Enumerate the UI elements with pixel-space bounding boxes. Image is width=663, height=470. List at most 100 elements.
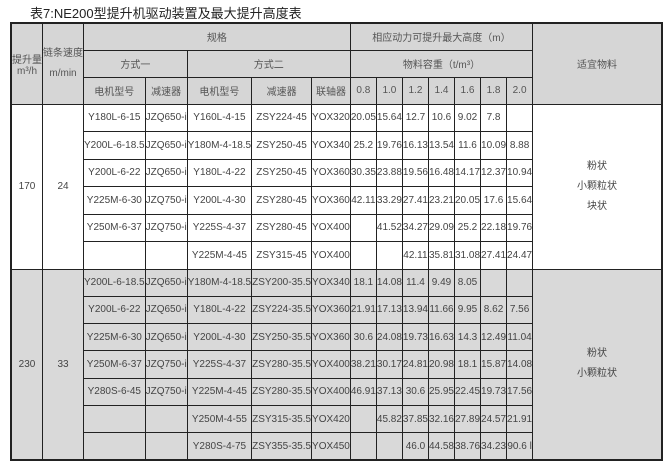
reducer2-header: 减速器	[251, 76, 313, 105]
table-cell: 45.82	[375, 404, 403, 434]
table-cell: 11.6	[453, 131, 482, 160]
table-cell	[480, 268, 508, 297]
table-cell: 17.13	[375, 295, 403, 325]
table-cell: 25.2	[453, 213, 482, 242]
table-cell: Y225M-6-30	[83, 323, 146, 352]
table-cell: 7.56	[506, 295, 534, 325]
table-cell: 16.13	[401, 131, 429, 160]
table-cell: Y200L-6-18.5	[83, 131, 146, 160]
lift-height-table: 提升量 m³/h 链条速度 m/min 规格 相应动力可提升最大高度（m） 适宜物料…	[10, 22, 663, 462]
table-cell: JZQ650-i	[144, 295, 188, 325]
material-item: 粉状	[587, 160, 608, 172]
table-cell: 90.6 l	[506, 432, 534, 461]
density-col-header: 2.0	[506, 76, 534, 105]
material-header: 适宜物料	[532, 22, 663, 105]
table-cell: 13.54	[427, 131, 455, 160]
table-cell: 11.04	[506, 323, 534, 352]
table-cell: JZQ650-i	[144, 158, 188, 187]
table-cell: 15.64	[506, 186, 534, 215]
table-cell: ZSY280-35.5	[251, 350, 313, 379]
table-cell: JZQ750-i	[144, 213, 188, 242]
table-cell	[375, 241, 403, 270]
table-cell: 19.73	[480, 377, 508, 406]
table-cell: ZSY280-35.5	[251, 377, 313, 406]
table-cell: Y225M-4-45	[186, 377, 253, 406]
table-cell: Y160L-4-15	[186, 103, 253, 132]
table-cell: Y225S-4-37	[186, 350, 253, 379]
table-cell: ZSY355-35.5	[251, 432, 313, 461]
material-item: 粉状	[587, 348, 608, 360]
table-cell: 23.88	[375, 158, 403, 187]
table-cell: 20.05	[349, 103, 377, 132]
table-cell: 27.89	[453, 404, 482, 434]
table-cell: Y200L-4-30	[186, 323, 253, 352]
table-cell: YOX400	[311, 241, 351, 270]
table-cell: 11.4	[401, 268, 429, 297]
chain-speed-header: 链条速度 m/min	[42, 22, 84, 105]
motor1-header: 电机型号	[83, 76, 146, 105]
table-cell: YOX360	[311, 186, 351, 215]
table-cell: 29.09	[427, 213, 455, 242]
material-cell: 粉状 小颗粒状	[532, 268, 663, 461]
table-cell: Y180M-4-18.5	[186, 131, 253, 160]
table-cell: Y180L-4-22	[186, 158, 253, 187]
density-header: 物料容重（t/m³）	[349, 49, 534, 78]
table-cell: 46.0	[401, 432, 429, 461]
table-cell: 32.16	[427, 404, 455, 434]
mode2-header: 方式二	[186, 49, 351, 78]
table-cell: 16.48	[427, 158, 455, 187]
table-cell: Y225S-4-37	[186, 213, 253, 242]
table-cell: 14.08	[375, 268, 403, 297]
density-col-header: 1.8	[480, 76, 508, 105]
table-cell: 19.76	[375, 131, 403, 160]
table-cell: YOX340	[311, 131, 351, 160]
table-cell: 7.8	[480, 103, 508, 132]
table-cell: Y280S-6-45	[83, 377, 146, 406]
table-cell: JZQ650-i	[144, 103, 188, 132]
table-cell: 20.98	[427, 350, 455, 379]
density-col-header: 1.6	[453, 76, 482, 105]
table-cell: 38.21	[349, 350, 377, 379]
material-item: 块状	[587, 200, 608, 212]
table-cell	[375, 432, 403, 461]
table-cell: YOX360	[311, 323, 351, 352]
material-cell: 粉状 小颗粒状 块状	[532, 103, 663, 270]
max-height-header: 相应动力可提升最大高度（m）	[349, 22, 534, 51]
table-cell: 31.08	[453, 241, 482, 270]
table-cell: YOX400	[311, 350, 351, 379]
table-cell: 37.13	[375, 377, 403, 406]
table-cell: JZQ650-i	[144, 268, 188, 297]
table-cell	[349, 213, 377, 242]
table-cell: 13.94	[401, 295, 429, 325]
table-cell: 22.18	[480, 213, 508, 242]
table-cell: JZQ750-i	[144, 350, 188, 379]
table-cell: Y225M-6-30	[83, 186, 146, 215]
capacity-header: 提升量 m³/h	[10, 22, 43, 105]
table-row: Y225M-4-45 ZSY315-45 YOX400 42.11 35.81 31.08…	[11, 241, 662, 270]
table-cell: Y280S-4-75	[186, 432, 253, 461]
table-cell: JZQ750-i	[144, 377, 188, 406]
table-cell: 44.58	[427, 432, 455, 461]
density-col-header: 1.4	[427, 76, 455, 105]
spec-header: 规格	[83, 22, 351, 51]
table-cell: 8.05	[453, 268, 482, 297]
table-cell: Y200L-6-22	[83, 158, 146, 187]
table-cell: 12.49	[480, 323, 508, 352]
table-cell: 10.6	[427, 103, 455, 132]
table-cell: 15.87	[480, 350, 508, 379]
table-cell: 19.73	[401, 323, 429, 352]
table-cell: JZQ650-i	[144, 131, 188, 160]
table-cell: 37.85	[401, 404, 429, 434]
table-row: 170 24 Y180L-6-15 JZQ650-i Y160L-4-15 ZSY224-…	[10, 103, 663, 270]
table-cell: 9.49	[427, 268, 455, 297]
table-cell: 22.45	[453, 377, 482, 406]
table-cell: 42.11	[349, 186, 377, 215]
table-cell: 34.23	[480, 432, 508, 461]
density-col-header: 1.2	[401, 76, 429, 105]
table-cell: 14.3	[453, 323, 482, 352]
table-cell: Y225M-4-45	[186, 241, 253, 270]
table-cell	[349, 241, 377, 270]
table-cell: 27.41	[401, 186, 429, 215]
table-cell: ZSY224-45	[251, 103, 313, 132]
table-cell: 30.35	[349, 158, 377, 187]
